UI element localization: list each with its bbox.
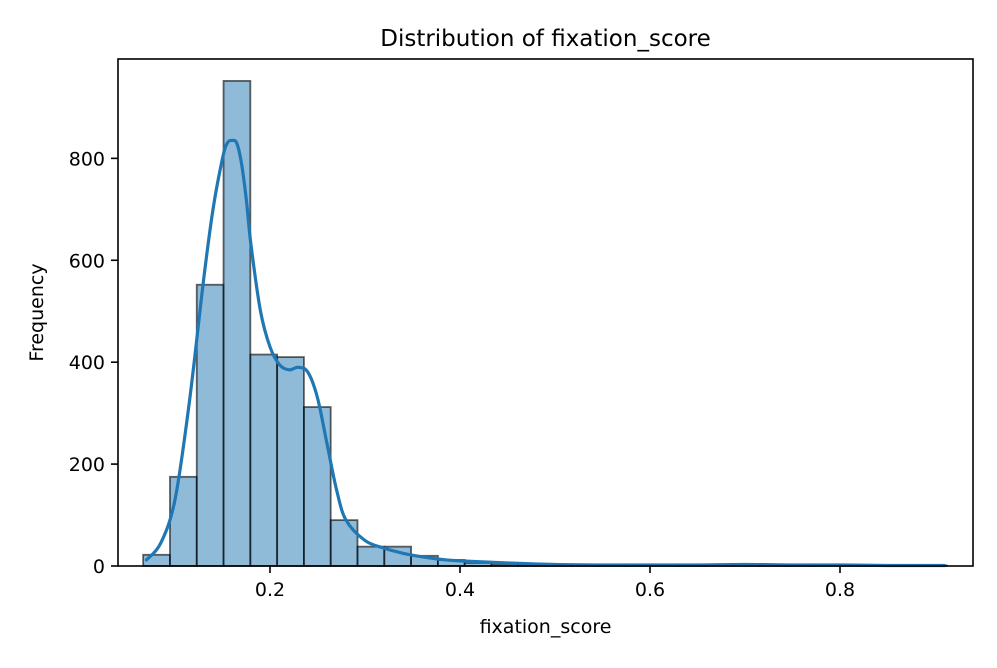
histogram-bar [303, 406, 332, 567]
histogram-bar [356, 545, 386, 567]
histogram-bar [276, 356, 305, 567]
x-tick-label: 0.8 [825, 579, 855, 601]
kde-line [144, 138, 947, 568]
plot-frame [117, 58, 974, 567]
kde-curve-layer [144, 138, 947, 568]
histogram-bar [169, 475, 198, 567]
x-tick-label: 0.2 [255, 579, 285, 601]
histogram-bar [195, 283, 225, 567]
y-axis-ticks: 0 200 400 600 800 [69, 148, 118, 578]
histogram-bars [142, 80, 948, 567]
histogram-bar [249, 353, 279, 567]
histogram-bar [329, 519, 359, 567]
x-axis-label: fixation_score [480, 616, 612, 638]
y-tick-label: 800 [69, 148, 105, 170]
histogram-bar [222, 80, 252, 567]
y-tick-label: 600 [69, 250, 105, 272]
chart-title: Distribution of fixation_score [380, 26, 711, 52]
y-tick-label: 0 [93, 556, 105, 578]
x-tick-label: 0.4 [445, 579, 475, 601]
y-axis-label: Frequency [26, 263, 48, 361]
x-tick-label: 0.6 [635, 579, 665, 601]
x-axis-ticks: 0.2 0.4 0.6 0.8 [255, 566, 855, 601]
y-tick-label: 200 [69, 454, 105, 476]
y-tick-label: 400 [69, 352, 105, 374]
